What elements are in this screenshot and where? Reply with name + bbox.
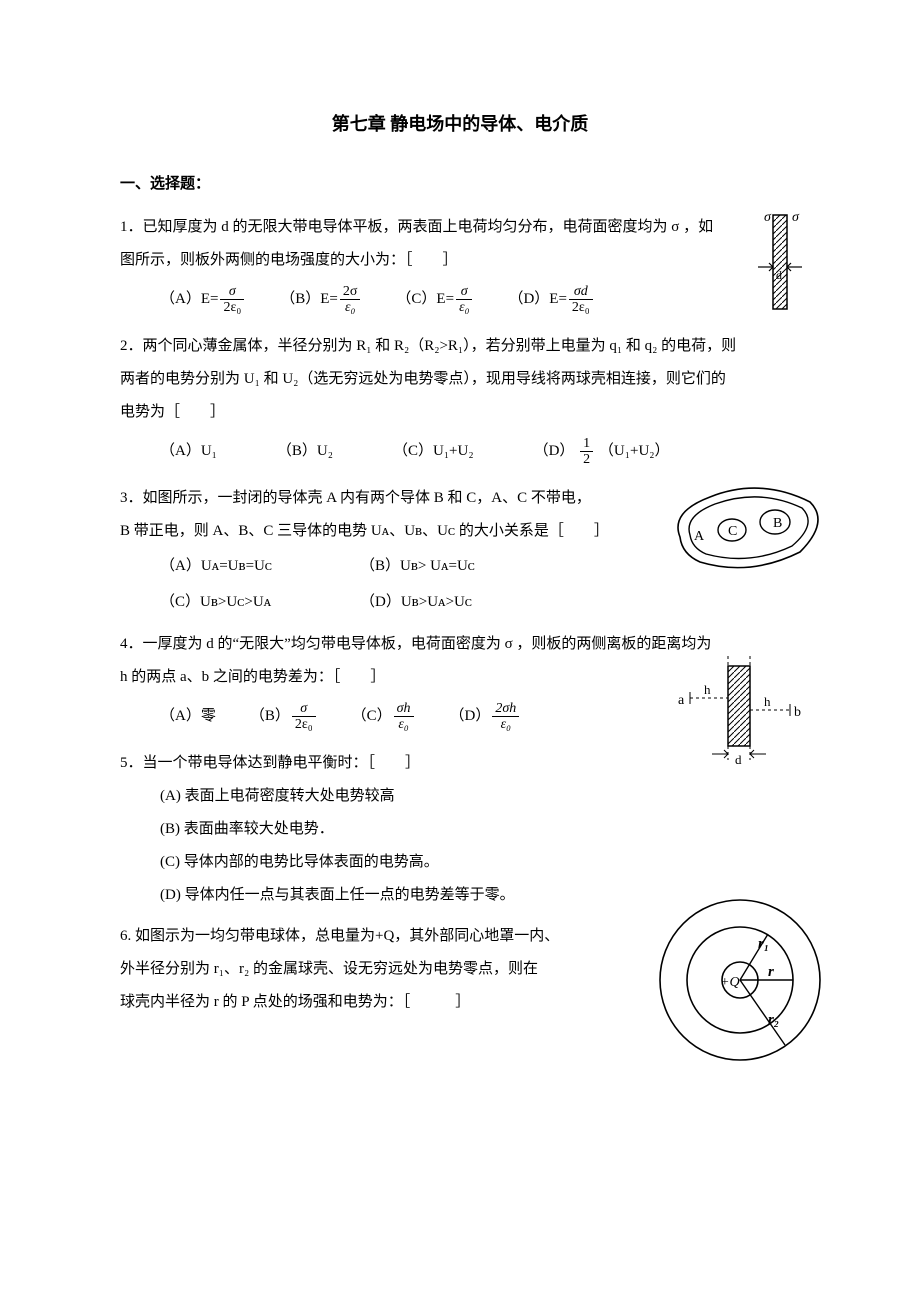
svg-text:d: d [776,268,782,282]
q1-opt-a: （A）E=σ2ε₀ [160,277,246,322]
q4-opt-c: （C）σhε₀ [352,694,416,739]
q2-opt-a: （A）U₁ [160,429,217,474]
q2-opt-c: （C）U₁+U₂ [393,429,474,474]
q1-opt-c: （C）E=σε₀ [396,277,474,322]
svg-text:A: A [694,529,705,544]
q1-line-1: 1．已知厚度为 d 的无限大带电导体平板，两表面上电荷均匀分布，电荷面密度均为 … [120,211,800,244]
svg-text:r₁: r₁ [758,936,769,952]
question-5: 5．当一个带电导体达到静电平衡时：［ ］ (A) 表面上电荷密度转大处电势较高 … [120,747,800,912]
q1-opt-b: （B）E=2σε₀ [280,277,362,322]
svg-text:h: h [704,682,711,697]
q5-opt-a: (A) 表面上电荷密度转大处电势较高 [160,780,800,813]
q2-line-3: 电势为［ ］ [120,396,800,429]
q3-opt-c: （C）Uʙ>Uᴄ>Uᴀ [160,584,360,620]
svg-text:h: h [764,694,771,709]
question-1: 1．已知厚度为 d 的无限大带电导体平板，两表面上电荷均匀分布，电荷面密度均为 … [120,211,800,322]
q3-opt-a: （A）Uᴀ=Uʙ=Uᴄ [160,548,360,584]
q2-opt-b: （B）U₂ [277,429,333,474]
q3-opt-b: （B）Uʙ> Uᴀ=Uᴄ [360,548,560,584]
svg-text:C: C [728,524,737,539]
q1-options: （A）E=σ2ε₀ （B）E=2σε₀ （C）E=σε₀ （D）E=σd2ε₀ [120,277,800,322]
section-title: 一、选择题： [120,172,800,193]
q1-line-2: 图所示，则板外两侧的电场强度的大小为：［ ］ [120,244,800,277]
question-4: 4．一厚度为 d 的“无限大”均匀带电导体板，电荷面密度为 σ ，则板的两侧离板… [120,628,800,739]
chapter-title: 第七章 静电场中的导体、电介质 [120,110,800,136]
svg-text:B: B [773,516,782,531]
q2-line-2: 两者的电势分别为 U₁ 和 U₂（选无穷远处为电势零点），现用导线将两球壳相连接… [120,363,800,396]
svg-text:r: r [768,964,774,980]
q1-figure: σ σ d [740,207,820,317]
svg-text:r₂: r₂ [768,1012,779,1028]
q1-opt-d: （D）E=σd2ε₀ [508,277,594,322]
svg-text:b: b [794,705,801,720]
q3-figure: A B C [660,472,830,582]
svg-text:σ: σ [764,210,772,225]
question-3: 3．如图所示，一封闭的导体壳 A 内有两个导体 B 和 C，A、C 不带电， B… [120,482,800,620]
q6-figure: +Q r r₁ r₂ [650,890,830,1070]
q4-opt-d: （D）2σhε₀ [450,694,522,739]
svg-text:a: a [678,693,685,708]
q2-line-1: 2．两个同心薄金属体，半径分别为 R₁ 和 R₂（R₂>R₁），若分别带上电量为… [120,330,800,363]
q4-opt-b: （B）σ2ε₀ [250,694,318,739]
q5-line-1: 5．当一个带电导体达到静电平衡时：［ ］ [120,747,800,780]
page: 第七章 静电场中的导体、电介质 一、选择题： 1．已知厚度为 d 的无限大带电导… [0,0,920,1302]
q5-opt-c: (C) 导体内部的电势比导体表面的电势高。 [160,846,800,879]
q5-opt-b: (B) 表面曲率较大处电势． [160,813,800,846]
question-6: 6. 如图示为一均匀带电球体，总电量为+Q，其外部同心地罩一内、 外半径分别为 … [120,920,800,1019]
question-2: 2．两个同心薄金属体，半径分别为 R₁ 和 R₂（R₂>R₁），若分别带上电量为… [120,330,800,474]
q3-opt-d: （D）Uʙ>Uᴀ>Uᴄ [360,584,560,620]
q2-options: （A）U₁ （B）U₂ （C）U₁+U₂ （D） 12 （U₁+U₂） [120,429,800,474]
q2-opt-d: （D） 12 （U₁+U₂） [534,429,670,474]
q4-opt-a: （A）零 [160,694,216,739]
svg-text:+Q: +Q [720,975,740,990]
svg-text:σ: σ [792,210,800,225]
